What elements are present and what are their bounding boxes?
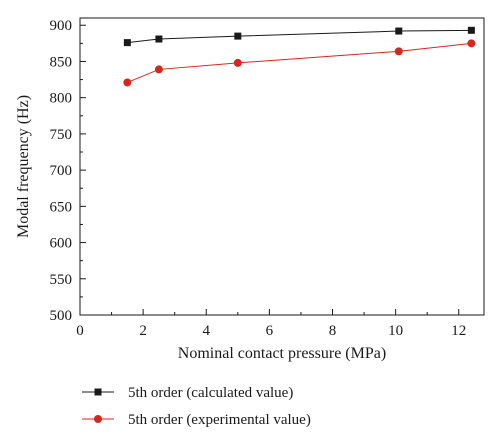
y-tick-label: 800: [50, 91, 73, 107]
data-point: [394, 47, 403, 56]
y-axis: 500 550 600 650 700 750 800 850 900: [50, 18, 86, 324]
x-axis: 0 2 4 6 8 10 12: [76, 309, 466, 339]
legend-marker: [94, 388, 102, 396]
y-tick-label: 900: [50, 18, 73, 34]
data-point: [467, 39, 476, 48]
legend-marker: [94, 415, 102, 423]
x-tick-label: 8: [329, 323, 337, 339]
data-point: [123, 39, 131, 47]
data-point: [467, 26, 475, 34]
y-tick-label: 700: [50, 163, 73, 179]
legend-label: 5th order (experimental value): [128, 412, 311, 428]
series-layer: [123, 26, 476, 87]
y-tick-label: 600: [50, 236, 73, 252]
legend-label: 5th order (calculated value): [128, 385, 293, 401]
series-line: [127, 42, 472, 83]
y-tick-label: 550: [50, 272, 73, 288]
data-point: [234, 32, 242, 40]
x-tick-label: 10: [388, 323, 403, 339]
plot-border: [79, 17, 485, 316]
x-tick-label: 0: [76, 323, 84, 339]
x-tick-label: 2: [139, 323, 147, 339]
legend: 5th order (calculated value) 5th order (e…: [82, 385, 311, 428]
legend-item: 5th order (experimental value): [82, 412, 311, 428]
data-point: [123, 78, 132, 87]
x-axis-title: Nominal contact pressure (MPa): [178, 345, 386, 362]
x-tick-label: 6: [266, 323, 274, 339]
y-tick-label: 500: [50, 308, 73, 324]
data-point: [233, 58, 242, 67]
y-tick-label: 850: [50, 54, 73, 70]
series-line: [127, 29, 472, 44]
plot-area: [79, 17, 485, 316]
series-2: [123, 39, 476, 87]
y-tick-label: 750: [50, 127, 73, 143]
x-tick-label: 4: [203, 323, 211, 339]
y-tick-label: 650: [50, 199, 73, 215]
y-axis-title: Modal frequency (Hz): [15, 95, 32, 238]
legend-item: 5th order (calculated value): [82, 385, 293, 401]
data-point: [154, 65, 163, 74]
data-point: [155, 35, 163, 43]
x-tick-label: 12: [451, 323, 466, 339]
series-1: [123, 26, 475, 47]
data-point: [395, 27, 403, 35]
